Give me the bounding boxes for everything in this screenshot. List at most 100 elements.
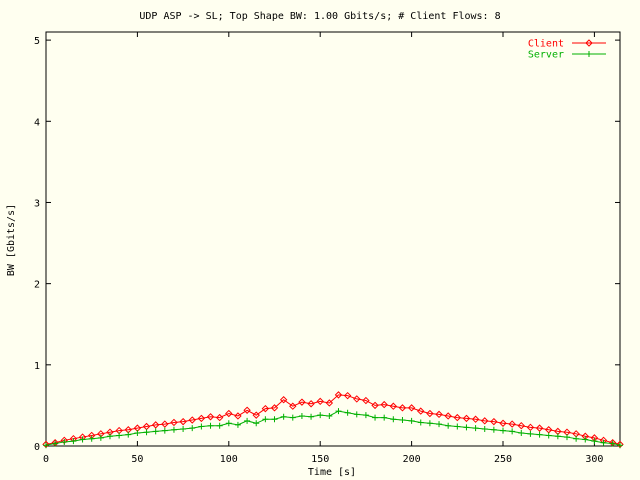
series-server-point (554, 433, 561, 440)
series-client-line (45, 394, 621, 445)
series-server-point (481, 425, 488, 432)
series-client-point (462, 414, 471, 423)
series-client-point (215, 413, 224, 422)
series-client-point (279, 396, 288, 404)
series-server-point (97, 434, 104, 441)
series-client-point (535, 424, 544, 432)
series-server-point (143, 429, 150, 436)
series-client-point (435, 410, 443, 419)
y-tick-label: 0 (34, 442, 40, 453)
plot-frame (45, 31, 621, 447)
series-server-point (536, 431, 543, 438)
series-client-point (526, 423, 535, 432)
series-client-point (362, 396, 370, 405)
axis-ticks: 0 50 100 150 200 250 300 0 1 2 3 4 5 (34, 32, 620, 465)
series-client-point (426, 409, 434, 418)
series-server-point (362, 412, 369, 419)
series-client-point (270, 404, 279, 412)
series-server-point (308, 413, 315, 420)
legend-label-server: Server (528, 50, 564, 61)
series-server-point (289, 414, 296, 421)
series-client-point (471, 415, 480, 423)
series-client-point (261, 404, 270, 413)
series-server-point (518, 430, 525, 437)
y-tick-label: 2 (34, 280, 40, 291)
series-server-point (372, 414, 379, 421)
legend-marker-client (585, 39, 593, 47)
series-client-point (161, 420, 169, 428)
series-server-line (45, 410, 621, 446)
series-client-point (407, 404, 416, 412)
series-client-point (197, 414, 206, 423)
series-server-point (262, 416, 269, 423)
y-tick-label: 3 (34, 198, 40, 209)
series-client-point (206, 413, 215, 421)
chart-title: UDP ASP -> SL; Top Shape BW: 1.00 Gbits/… (139, 11, 500, 22)
x-tick-label: 200 (403, 454, 421, 465)
series-server-point (563, 434, 570, 441)
series-server-point (509, 428, 516, 435)
series-server-point (170, 426, 177, 433)
series-client-point (325, 399, 334, 407)
series-server-point (326, 412, 333, 419)
series-server-point (463, 424, 470, 431)
legend-label-client: Client (528, 39, 564, 50)
series-client-point (179, 417, 187, 426)
series-server-point (445, 422, 452, 429)
x-tick-label: 150 (311, 454, 329, 465)
series-client-point (289, 402, 297, 410)
series-server-point (417, 419, 424, 426)
series-server-point (216, 422, 223, 429)
series-server-point (436, 421, 443, 428)
series-client-point (453, 413, 462, 422)
series-server-point (198, 423, 205, 430)
x-tick-label: 50 (131, 454, 143, 465)
series-server-point (180, 425, 187, 432)
series-server-point (70, 438, 77, 445)
series-client-point (398, 404, 407, 412)
series-client-point (225, 409, 233, 418)
series-server-point (125, 431, 132, 438)
legend-marker-server (586, 51, 592, 57)
series-server-point (106, 433, 113, 440)
series-client-point (170, 418, 178, 427)
series-server-point (280, 413, 287, 420)
series-client-point (298, 398, 306, 406)
y-tick-label: 1 (34, 361, 40, 372)
series-server-point (426, 420, 433, 427)
series-server-point (490, 426, 497, 433)
series-server-point (472, 425, 479, 432)
series-client-point (389, 402, 398, 410)
series-server-point (344, 409, 351, 416)
series-server-point (161, 427, 168, 434)
series-server-point (225, 420, 232, 427)
series-server-point (335, 408, 342, 415)
x-tick-label: 250 (494, 454, 512, 465)
series-server-point (591, 438, 598, 445)
x-axis-label: Time [s] (308, 467, 356, 478)
series-server-point (609, 440, 616, 447)
y-tick-label: 4 (34, 117, 40, 128)
series-server-point (600, 439, 607, 446)
series-server-point (116, 432, 123, 439)
series-server-point (617, 442, 623, 449)
series-server-point (527, 430, 534, 437)
series-client-point (334, 391, 343, 399)
series-server-point (244, 417, 251, 424)
series-client-point (499, 419, 507, 427)
series-client-point (508, 420, 516, 428)
series-server-point (573, 435, 580, 442)
series-client-point (444, 412, 452, 420)
series-server-point (43, 442, 49, 449)
series-server-point (61, 438, 68, 445)
series-client-point (481, 417, 489, 425)
series-server-point (317, 412, 324, 419)
series-server-point (152, 428, 159, 435)
series-server-point (234, 421, 241, 428)
series-server-point (52, 440, 59, 447)
series-client-point (343, 391, 352, 400)
series-server-point (582, 436, 589, 443)
series-server-point (253, 420, 260, 427)
